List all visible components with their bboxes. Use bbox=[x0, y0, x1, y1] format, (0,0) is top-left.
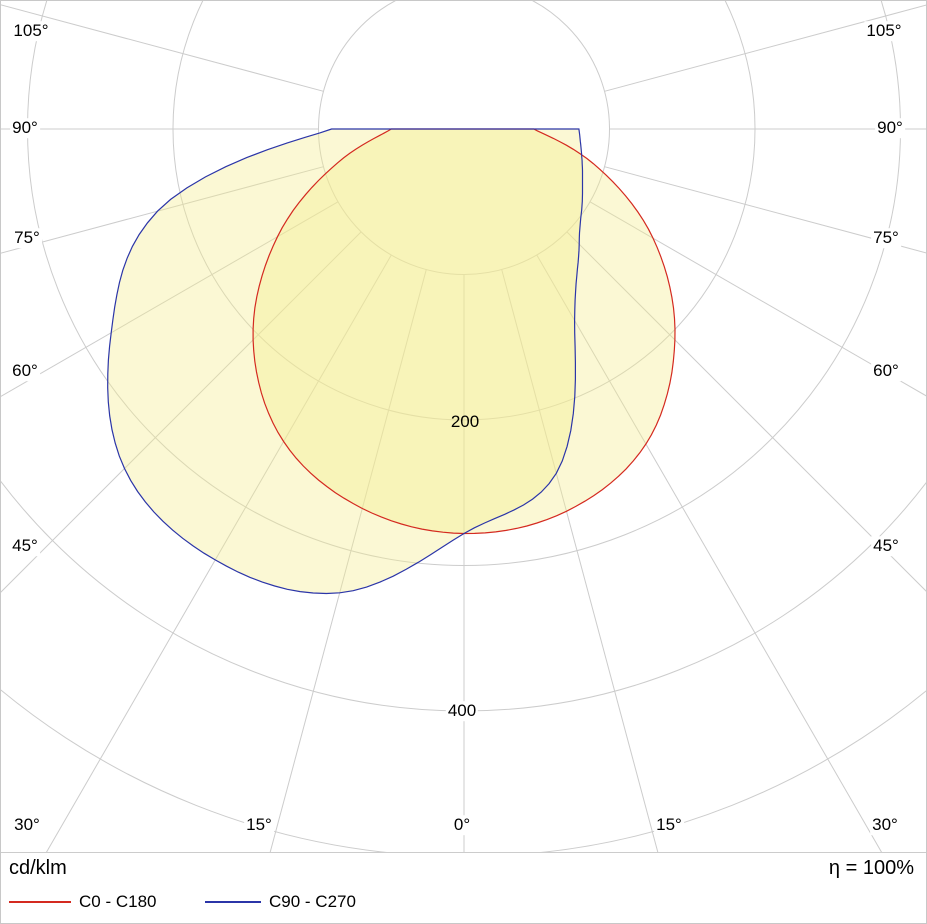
angle-label: 60° bbox=[10, 361, 40, 381]
legend: C0 - C180 C90 - C270 bbox=[1, 892, 926, 918]
angle-label: 45° bbox=[10, 536, 40, 556]
angle-label: 90° bbox=[10, 118, 40, 138]
legend-label-c0-c180: C0 - C180 bbox=[79, 892, 157, 911]
red-curve-line-icon bbox=[9, 901, 71, 903]
angle-label: 75° bbox=[871, 228, 901, 248]
unit-label: cd/klm bbox=[9, 857, 67, 879]
angle-label: 30° bbox=[12, 815, 42, 835]
angle-label: 30° bbox=[870, 815, 900, 835]
blue-curve-line-icon bbox=[205, 901, 261, 903]
angle-label: 75° bbox=[12, 228, 42, 248]
legend-item-c0-c180: C0 - C180 bbox=[9, 892, 156, 912]
angle-label: 0° bbox=[451, 815, 473, 835]
angle-label: 15° bbox=[244, 815, 274, 835]
angle-label: 45° bbox=[871, 536, 901, 556]
angle-label: 105° bbox=[864, 21, 904, 41]
ring-value-label: 400 bbox=[445, 701, 479, 721]
angle-label: 105° bbox=[11, 21, 51, 41]
angle-label: 90° bbox=[875, 118, 905, 138]
angle-label: 15° bbox=[654, 815, 684, 835]
chart-footer: cd/klm η = 100% C0 - C180 C90 - C270 bbox=[1, 854, 926, 923]
legend-label-c90-c270: C90 - C270 bbox=[269, 892, 356, 911]
chart-labels-layer: 105° 90° 75° 60° 45° 30° 15° 0° 15° 30° 45° 60° 75° 9… bbox=[1, 1, 926, 852]
angle-label: 60° bbox=[871, 361, 901, 381]
efficiency-label: η = 100% bbox=[828, 857, 914, 879]
ring-value-label: 200 bbox=[450, 412, 480, 432]
polar-chart: 105° 90° 75° 60° 45° 30° 15° 0° 15° 30° 45° 60° 75° 9… bbox=[1, 1, 926, 853]
legend-item-c90-c270: C90 - C270 bbox=[205, 892, 356, 912]
polar-chart-canvas bbox=[1, 1, 926, 853]
